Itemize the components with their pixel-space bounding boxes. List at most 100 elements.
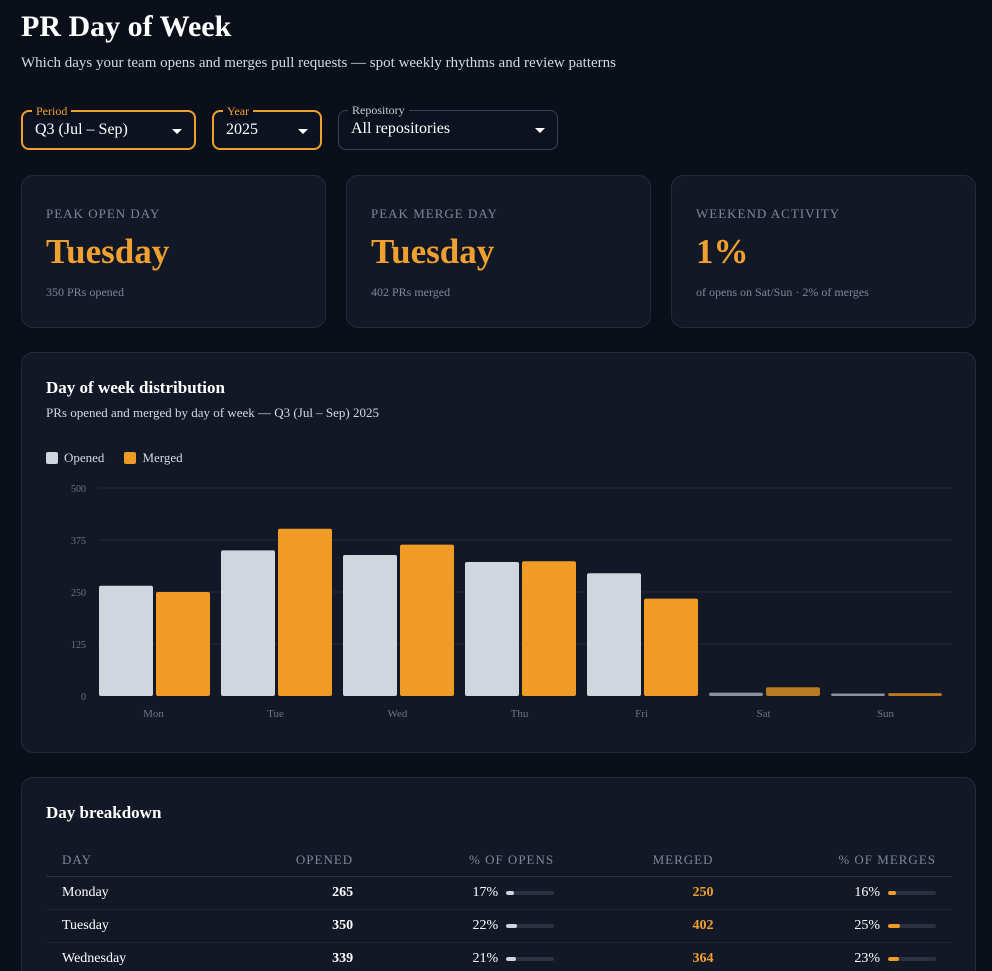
kpi-value: Tuesday [46,232,170,271]
year-label: Year [223,104,254,119]
chart-subtitle: PRs opened and merged by day of week — Q… [46,405,380,420]
bar-merged-mon[interactable] [156,592,210,696]
cell-pct-opens: 21% [369,942,571,971]
bar-opened-tue[interactable] [221,550,275,696]
repository-label: Repository [348,103,409,118]
chevron-down-icon [535,128,545,133]
repository-select[interactable]: Repository All repositories [338,103,558,150]
cell-pct-merges-bar [888,890,936,895]
bar-opened-sun[interactable] [831,693,885,696]
cell-pct-merges-text: 16% [854,884,880,900]
bar-opened-fri[interactable] [587,573,641,696]
cell-pct-merges-bar [888,956,936,961]
bar-opened-mon[interactable] [99,585,153,696]
year-select[interactable]: Year 2025 [212,104,322,150]
page-title: PR Day of Week [21,10,232,43]
bar-opened-thu[interactable] [465,562,519,696]
kpi-sub: 402 PRs merged [371,285,451,299]
legend-swatch-opened [46,452,58,464]
cell-pct-merges-text: 25% [854,917,880,933]
kpi-card-weekend-activity: WEEKEND ACTIVITY 1% of opens on Sat/Sun … [671,175,976,328]
table-card: Day breakdown DAY OPENED % OF OPENS MERG… [21,777,976,971]
cell-opened: 350 [216,909,370,943]
bar-merged-sat[interactable] [766,687,820,696]
x-tick-label: Wed [388,708,408,720]
cell-day: Tuesday [46,909,216,943]
y-tick-label: 375 [71,536,86,547]
kpi-label: PEAK MERGE DAY [371,206,498,221]
cell-pct-merges-bar-fill [888,890,896,895]
cell-pct-opens-bar-fill [506,956,517,961]
x-tick-label: Tue [267,708,284,720]
bar-opened-wed[interactable] [343,554,397,696]
kpi-value: Tuesday [371,232,495,271]
table-row[interactable]: Wednesday 339 21% 364 23% [46,942,952,971]
cell-merged: 402 [570,909,730,943]
year-value: 2025 [226,121,258,138]
cell-pct-merges: 25% [729,909,952,943]
cell-pct-merges-bar [888,923,936,928]
cell-pct-merges-bar-fill [888,923,900,928]
cell-day: Monday [46,876,216,910]
period-label: Period [32,104,72,119]
chart-card: Day of week distribution PRs opened and … [21,352,976,753]
cell-merged: 364 [570,942,730,971]
legend-item-merged[interactable]: Merged [124,450,183,466]
chart-title: Day of week distribution [46,378,225,397]
header-merged[interactable]: MERGED [570,844,730,877]
cell-opened: 339 [216,942,370,971]
bar-merged-fri[interactable] [644,598,698,696]
cell-pct-merges: 16% [729,876,952,910]
table-row[interactable]: Tuesday 350 22% 402 25% [46,909,952,943]
x-tick-label: Mon [143,708,164,720]
bar-merged-thu[interactable] [522,561,576,696]
table-row[interactable]: Monday 265 17% 250 16% [46,876,952,910]
period-select[interactable]: Period Q3 (Jul – Sep) [21,104,196,150]
y-tick-label: 0 [81,692,86,703]
legend-label-merged: Merged [142,450,183,465]
y-tick-label: 125 [71,640,86,651]
kpi-card-peak-merge: PEAK MERGE DAY Tuesday 402 PRs merged [346,175,651,328]
cell-pct-opens-bar [506,890,555,895]
table-title: Day breakdown [46,803,162,822]
cell-day: Wednesday [46,942,216,971]
x-tick-label: Fri [635,708,648,720]
x-tick-label: Sun [877,708,895,720]
chart-legend: Opened Merged [46,450,183,466]
legend-item-opened[interactable]: Opened [46,450,104,466]
table-header-row: DAY OPENED % OF OPENS MERGED % OF MERGES [46,844,952,877]
cell-pct-merges: 23% [729,942,952,971]
x-tick-label: Sat [756,708,770,720]
header-pct-opens[interactable]: % OF OPENS [369,844,571,877]
header-day[interactable]: DAY [46,844,216,877]
cell-pct-opens: 22% [369,909,571,943]
cell-pct-opens-text: 21% [472,950,499,966]
cell-pct-merges-bar-fill [888,956,900,961]
bar-opened-sat[interactable] [709,692,763,696]
bar-merged-wed[interactable] [400,544,454,696]
kpi-label: PEAK OPEN DAY [46,206,161,221]
bar-merged-sun[interactable] [888,693,942,696]
kpi-card-peak-open: PEAK OPEN DAY Tuesday 350 PRs opened [21,175,326,328]
x-tick-label: Thu [511,708,529,720]
header-opened[interactable]: OPENED [216,844,370,877]
page-subtitle: Which days your team opens and merges pu… [21,55,616,71]
cell-pct-opens: 17% [369,876,571,910]
bar-merged-tue[interactable] [278,528,332,696]
cell-pct-opens-bar-fill [506,923,517,928]
y-tick-label: 500 [71,484,86,495]
header-pct-merges[interactable]: % OF MERGES [729,844,952,877]
repository-value: All repositories [351,120,451,137]
day-breakdown-table: DAY OPENED % OF OPENS MERGED % OF MERGES… [46,844,952,971]
legend-label-opened: Opened [64,450,105,465]
y-tick-label: 250 [71,588,86,599]
legend-swatch-merged [124,452,137,464]
cell-opened: 265 [216,876,370,910]
chevron-down-icon [172,129,182,134]
cell-merged: 250 [570,876,730,910]
kpi-value: 1% [696,232,749,271]
cell-pct-opens-bar [506,923,555,928]
kpi-sub: 350 PRs opened [46,285,124,299]
cell-pct-opens-text: 17% [472,884,499,900]
kpi-sub: of opens on Sat/Sun · 2% of merges [696,285,869,299]
